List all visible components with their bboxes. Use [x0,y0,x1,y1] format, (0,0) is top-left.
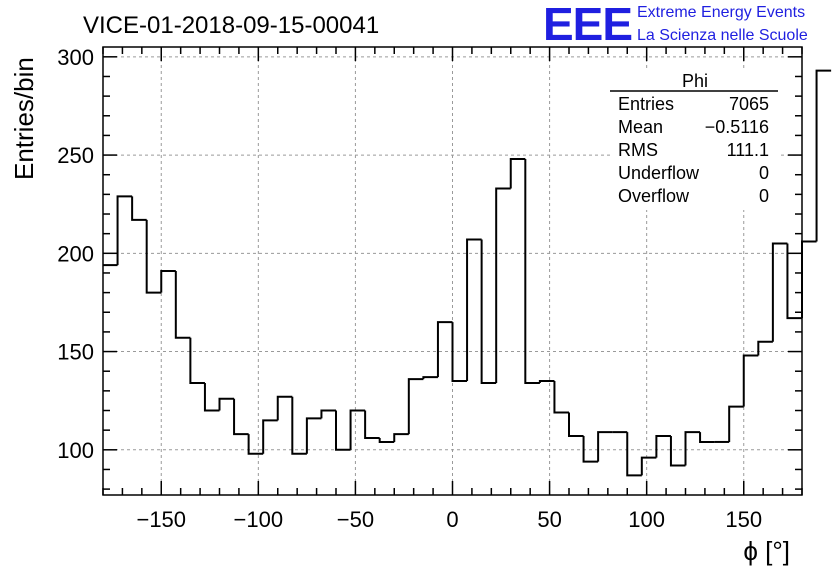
x-tick-label: −150 [136,507,186,532]
histogram-bin [466,238,482,382]
histogram-bin [378,438,395,443]
axis-ticks [102,47,803,495]
x-axis-label: ϕ [°] [743,536,790,566]
histogram-bin [247,434,264,455]
stats-box-background [610,70,779,210]
histogram-bin [509,158,526,189]
x-tick-label: 150 [725,507,762,532]
logo-line-2: La Scienza nelle Scuole [637,27,808,44]
x-tick-label: 0 [446,507,458,532]
histogram-bin [116,195,133,266]
stats-row-value: −0.5116 [705,117,769,137]
y-tick-label: 150 [57,340,94,365]
stats-row-label: RMS [618,140,658,160]
x-tick-label: −50 [337,507,374,532]
histogram-bin [655,435,671,458]
histogram-series [103,69,832,477]
histogram-bin [393,433,409,442]
x-tick-label: 100 [628,507,665,532]
stats-box: Phi Entries 7065 Mean −0.5116 RMS 111.1 Underf… [610,70,779,210]
histogram-bin [495,187,511,383]
stats-row-label: Entries [618,94,674,114]
chart-title: VICE-01-2018-09-15-00041 [83,12,379,39]
x-tick-labels: −150 −100 −50 0 50 100 150 [136,507,762,532]
histogram-bin [145,219,162,294]
histogram-bin [815,69,832,242]
histogram-bin [364,410,380,440]
histogram-bin [669,436,686,467]
histogram-bin [699,432,715,443]
y-tick-label: 100 [57,438,94,463]
x-tick-label: 50 [537,507,561,532]
histogram-bin [305,417,322,454]
histogram-bin [568,412,584,438]
histogram-bin [597,431,613,462]
histogram-bin [538,380,555,383]
histogram-bin [480,239,497,384]
histogram-bin [131,196,147,221]
histogram-bin [684,431,701,466]
histogram-bin [189,337,205,384]
histogram-bin [291,396,307,455]
histogram-bin [757,340,773,356]
stats-row-label: Underflow [618,163,700,183]
histogram-bin [218,397,235,411]
x-tick-label: −100 [234,507,284,532]
histogram-bin [262,419,278,454]
y-tick-label: 250 [57,143,94,168]
histogram-bin [233,398,249,436]
histogram-bin [626,432,642,477]
histogram-bin [553,381,569,414]
histogram-bin [174,271,191,339]
histogram-bin [640,456,657,476]
histogram-bin [203,383,220,412]
histogram-bin [728,405,744,442]
histogram-bin [786,243,802,320]
histogram-bin [407,378,424,435]
y-tick-labels: 100 150 200 250 300 [57,45,94,463]
histogram-bin [276,395,293,421]
eee-logo: EEE Extreme Energy Events La Scienza nel… [543,0,808,50]
histogram-bin [451,322,468,383]
histogram-bin [524,159,540,384]
histogram-bin [742,354,759,407]
y-tick-label: 300 [57,45,94,70]
stats-rows: Entries 7065 Mean −0.5116 RMS 111.1 Underflow 0… [618,94,769,206]
logo-letters: EEE [543,0,632,50]
histogram-bin [349,409,366,450]
histogram-bin [436,321,453,378]
histogram-bin [320,409,336,419]
stats-title: Phi [682,71,708,91]
stats-row-label: Overflow [618,186,690,206]
histogram-bin [582,436,599,463]
stats-row-value: 0 [759,163,769,183]
histogram-bin [422,376,438,380]
stats-row-value: 7065 [729,94,769,114]
stats-row-value: 111.1 [727,140,769,160]
stats-row-label: Mean [618,117,663,137]
y-tick-label: 200 [57,241,94,266]
stats-row-value: 0 [759,186,769,206]
histogram-bin [160,270,176,293]
histogram-bin [335,410,351,451]
histogram-bin [771,242,788,342]
y-axis-label: Entries/bin [9,57,39,180]
logo-line-1: Extreme Energy Events [637,4,805,21]
